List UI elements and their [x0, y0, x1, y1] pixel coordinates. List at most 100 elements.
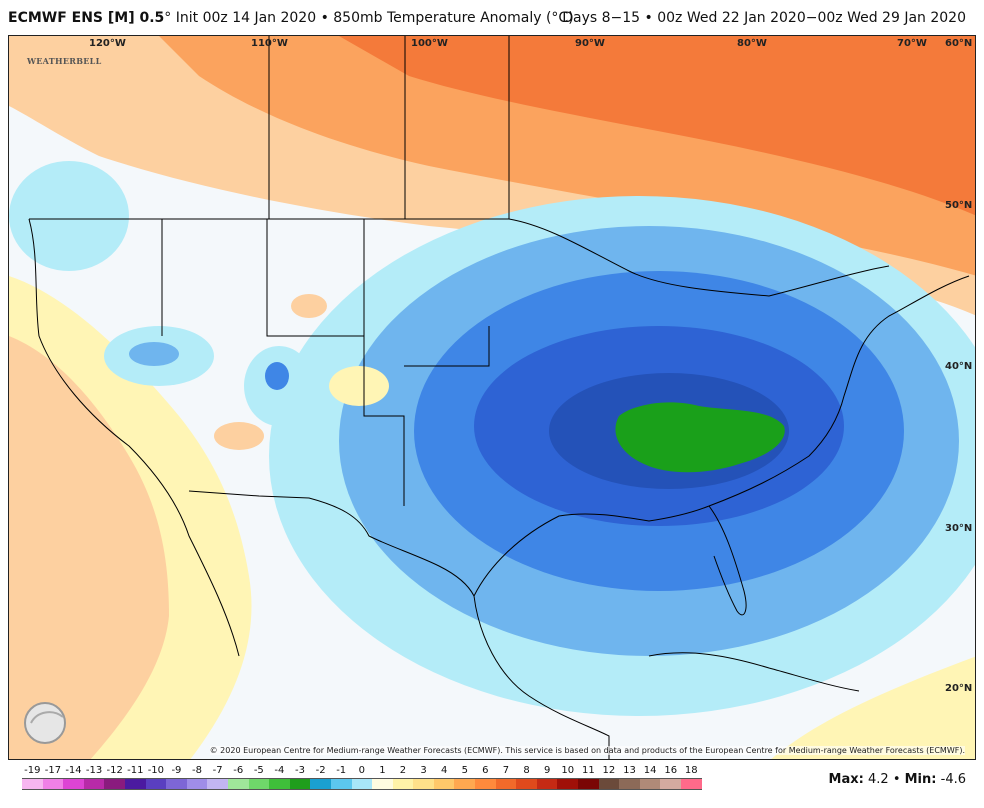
lon-label-80w: 80°W	[737, 38, 767, 49]
colorbar-tick-label: 12	[602, 765, 616, 776]
cold-patch-great-basin-core	[129, 342, 179, 366]
colorbar-cell: -2	[310, 764, 331, 790]
colorbar-cell: 1	[372, 764, 393, 790]
colorbar-swatch	[536, 778, 558, 790]
colorbar-tick-label: 16	[664, 765, 678, 776]
warm-patch-rockies-2	[214, 422, 264, 450]
colorbar-cell: -6	[227, 764, 249, 790]
colorbar-cell: -10	[145, 764, 167, 790]
lat-label-20n: 20°N	[945, 683, 973, 694]
logo-swirl	[30, 711, 64, 724]
colorbar-swatch	[104, 778, 125, 790]
colorbar-cell: 11	[578, 764, 599, 790]
colorbar-swatch	[207, 778, 228, 790]
colorbar-tick-label: 0	[358, 765, 365, 776]
colorbar-cell: 13	[619, 764, 640, 790]
colorbar-cell: -5	[248, 764, 270, 790]
mexico-border	[188, 490, 475, 597]
lat-label-50n: 50°N	[945, 200, 973, 211]
logo-text: WEATHERBELL	[27, 56, 102, 66]
cold-patch-rockies-core	[265, 362, 289, 390]
boundary-lines	[28, 36, 970, 759]
colorbar-tick-label: -17	[44, 765, 62, 776]
colorbar-swatch	[227, 778, 249, 790]
init-info: Init 00z 14 Jan 2020 • 850mb Temperature…	[171, 10, 574, 26]
colorbar-swatch	[454, 778, 476, 790]
colorbar-swatch	[248, 778, 270, 790]
colorbar-cell: 3	[413, 764, 434, 790]
min-value: -4.6	[940, 772, 966, 787]
colorbar-tick-label: 2	[399, 765, 407, 776]
valid-period: Days 8−15 • 00z Wed 22 Jan 2020−00z Wed …	[562, 10, 966, 26]
colorbar-cell: 18	[681, 764, 702, 790]
west-coast	[28, 218, 240, 657]
colorbar-swatch	[681, 778, 702, 790]
colorbar-cell: 12	[598, 764, 620, 790]
colorbar-tick-label: -8	[192, 765, 203, 776]
min-label: Min:	[904, 772, 937, 787]
colorbar-tick-label: 1	[379, 765, 386, 776]
colorbar-tick-label: -7	[212, 765, 223, 776]
warm-patch-rockies-1	[291, 294, 327, 318]
colorbar-tick-label: 7	[502, 765, 510, 776]
colorbar-swatch	[557, 778, 579, 790]
copyright-notice: © 2020 European Centre for Medium-range …	[209, 746, 965, 755]
weatherbell-logo-icon	[24, 702, 66, 744]
colorbar-swatch	[124, 778, 146, 790]
colorbar-cell: -7	[207, 764, 228, 790]
colorbar-tick-label: -19	[24, 765, 41, 776]
max-value: 4.2	[867, 772, 889, 787]
colorbar-tick-label: 8	[523, 765, 530, 776]
colorbar-cell: -9	[166, 764, 187, 790]
colorbar-cell: -17	[42, 764, 64, 790]
warm-anomaly-core	[339, 36, 975, 216]
warm-caribbean	[771, 656, 975, 759]
colorbar-swatch	[516, 778, 537, 790]
colorbar-tick-label: 4	[440, 765, 448, 776]
colorbar-swatch	[166, 778, 187, 790]
colorbar-cell: -1	[330, 764, 352, 790]
colorbar-cell: -11	[124, 764, 146, 790]
colorbar-tick-label: 3	[420, 765, 427, 776]
colorbar-tick-label: -6	[233, 765, 244, 776]
colorbar-swatch	[578, 778, 599, 790]
colorbar-swatch	[22, 778, 43, 790]
colorbar-swatch	[289, 778, 311, 790]
map-canvas	[9, 36, 975, 759]
colorbar-tick-label: -9	[171, 765, 182, 776]
colorbar-cell: -8	[186, 764, 208, 790]
map-title: ECMWF ENS [M] 0.5° Init 00z 14 Jan 2020 …	[8, 10, 574, 26]
mexico-gulf-coast	[473, 595, 610, 759]
warm-southwest-core	[9, 336, 169, 759]
state-line-5	[404, 326, 490, 367]
colorbar-cell: 14	[639, 764, 661, 790]
colorbar-cell: 10	[557, 764, 579, 790]
florida-coast	[708, 505, 747, 616]
colorbar-cell: 2	[392, 764, 414, 790]
lon-label-90w: 90°W	[575, 38, 605, 49]
cuba	[648, 652, 860, 692]
colorbar-cell: -19	[22, 764, 43, 790]
lon-label-100w: 100°W	[411, 38, 448, 49]
colorbar-cell: -4	[269, 764, 290, 790]
colorbar-swatch	[42, 778, 64, 790]
colorbar-cell: -3	[289, 764, 311, 790]
colorbar-swatch	[186, 778, 208, 790]
colorbar-cell: -12	[104, 764, 125, 790]
colorbar-tick-label: -11	[127, 765, 144, 776]
colorbar-swatch	[392, 778, 414, 790]
anomaly-map: 120°W 110°W 100°W 90°W 80°W 70°W 60°N 50…	[8, 35, 976, 760]
colorbar-tick-label: 9	[543, 765, 551, 776]
colorbar-swatch	[372, 778, 393, 790]
colorbar-cell: 4	[433, 764, 455, 790]
colorbar-cell: 16	[660, 764, 681, 790]
colorbar-tick-label: -12	[106, 765, 123, 776]
state-line-2	[266, 219, 365, 337]
model-name: ECMWF ENS [M] 0.5	[8, 10, 165, 26]
colorbar-swatch	[83, 778, 105, 790]
colorbar-cell: 8	[516, 764, 537, 790]
colorbar-legend: -19 -17 -14 -13 -12 -11 -10 -9 -8 -7 -6 -5 -4 -3 -2 -1 0…	[22, 764, 702, 790]
lat-label-60n: 60°N	[945, 38, 973, 49]
colorbar-tick-label: -13	[85, 765, 103, 776]
lon-label-120w: 120°W	[89, 38, 126, 49]
